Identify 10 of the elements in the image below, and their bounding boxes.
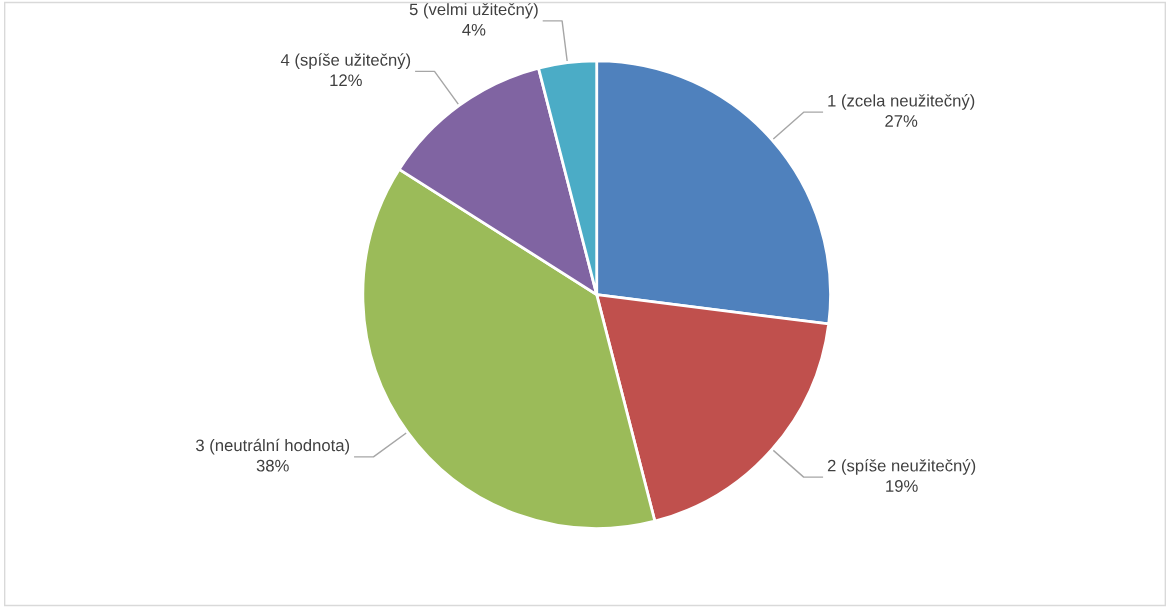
slice-label: 1 (zcela neužitečný) xyxy=(828,94,975,110)
data-label: 19% xyxy=(886,480,918,492)
data-label: 12% xyxy=(330,74,362,87)
data-label: 4% xyxy=(462,23,486,36)
slice-label: 3 (neutrální hodnota) xyxy=(195,438,350,455)
slice-label: 5 (velmi užitečný) xyxy=(409,2,538,19)
data-label: 27% xyxy=(885,115,918,127)
slice-label: 4 (spíše užitečný) xyxy=(280,53,411,70)
slice-label: 2 (spíše neužitečný) xyxy=(827,459,976,475)
data-label: 38% xyxy=(256,459,289,472)
